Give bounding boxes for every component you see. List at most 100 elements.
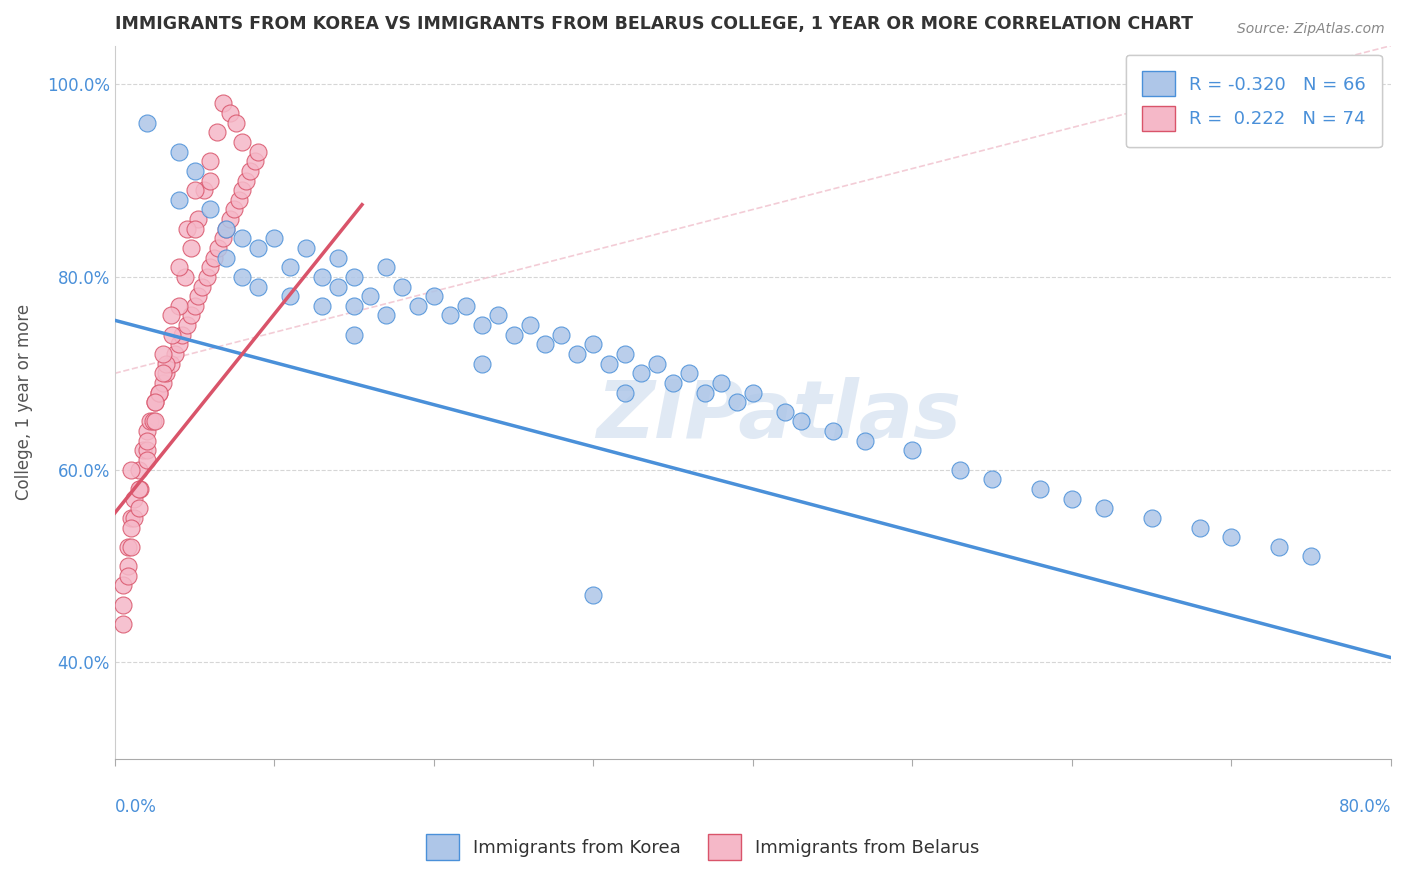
Point xyxy=(167,260,190,275)
Point xyxy=(152,376,174,390)
Point xyxy=(550,327,572,342)
Point xyxy=(167,299,190,313)
Point xyxy=(247,145,270,159)
Point xyxy=(439,309,461,323)
Point xyxy=(1268,540,1291,554)
Point xyxy=(326,279,349,293)
Point xyxy=(183,221,205,235)
Point xyxy=(1140,511,1163,525)
Point xyxy=(821,424,844,438)
Point xyxy=(218,212,240,227)
Point xyxy=(1220,530,1243,544)
Point xyxy=(247,241,270,255)
Point xyxy=(200,173,222,187)
Point xyxy=(693,385,716,400)
Point xyxy=(391,279,413,293)
Point xyxy=(311,269,333,284)
Point xyxy=(202,251,225,265)
Point xyxy=(247,279,270,293)
Point xyxy=(128,501,150,516)
Point xyxy=(243,154,266,169)
Point xyxy=(235,173,257,187)
Point xyxy=(159,357,181,371)
Point xyxy=(215,221,238,235)
Point xyxy=(143,395,166,409)
Point xyxy=(741,385,763,400)
Point xyxy=(111,598,134,612)
Point xyxy=(534,337,557,351)
Point xyxy=(212,96,235,111)
Point xyxy=(326,251,349,265)
Point xyxy=(231,231,253,245)
Point xyxy=(191,279,214,293)
Point xyxy=(180,309,202,323)
Point xyxy=(176,318,198,332)
Point xyxy=(662,376,685,390)
Point xyxy=(343,299,366,313)
Point xyxy=(111,578,134,592)
Point xyxy=(225,116,247,130)
Point xyxy=(1301,549,1323,564)
Point xyxy=(406,299,429,313)
Legend: Immigrants from Korea, Immigrants from Belarus: Immigrants from Korea, Immigrants from B… xyxy=(412,820,994,874)
Point xyxy=(486,309,509,323)
Point xyxy=(231,269,253,284)
Point xyxy=(111,616,134,631)
Point xyxy=(122,491,145,506)
Point xyxy=(135,424,157,438)
Point xyxy=(853,434,876,448)
Point xyxy=(135,453,157,467)
Text: 80.0%: 80.0% xyxy=(1339,798,1391,816)
Point xyxy=(359,289,381,303)
Point xyxy=(231,183,253,197)
Point xyxy=(170,327,193,342)
Point xyxy=(183,164,205,178)
Point xyxy=(212,231,235,245)
Point xyxy=(773,405,796,419)
Point xyxy=(239,164,262,178)
Point xyxy=(195,269,218,284)
Point xyxy=(311,299,333,313)
Y-axis label: College, 1 year or more: College, 1 year or more xyxy=(15,304,32,500)
Point xyxy=(630,367,652,381)
Point xyxy=(645,357,668,371)
Point xyxy=(949,463,972,477)
Text: Source: ZipAtlas.com: Source: ZipAtlas.com xyxy=(1237,22,1385,37)
Point xyxy=(471,318,494,332)
Point xyxy=(187,212,209,227)
Text: ZIPatlas: ZIPatlas xyxy=(596,377,960,456)
Point xyxy=(471,357,494,371)
Point xyxy=(200,202,222,217)
Point xyxy=(122,511,145,525)
Point xyxy=(205,125,228,139)
Point xyxy=(128,463,150,477)
Point xyxy=(135,116,157,130)
Point xyxy=(614,385,637,400)
Point xyxy=(567,347,589,361)
Point xyxy=(193,183,215,197)
Point xyxy=(120,520,142,534)
Point xyxy=(454,299,477,313)
Point xyxy=(143,415,166,429)
Point xyxy=(1188,520,1211,534)
Point xyxy=(159,309,181,323)
Point xyxy=(725,395,748,409)
Point xyxy=(375,260,398,275)
Point xyxy=(790,415,813,429)
Point xyxy=(183,299,205,313)
Point xyxy=(183,183,205,197)
Point xyxy=(167,145,190,159)
Point xyxy=(423,289,446,303)
Point xyxy=(120,540,142,554)
Point xyxy=(224,202,246,217)
Point xyxy=(132,443,155,458)
Point xyxy=(148,385,170,400)
Point xyxy=(614,347,637,361)
Point xyxy=(981,472,1004,486)
Point xyxy=(343,269,366,284)
Point xyxy=(1092,501,1115,516)
Point xyxy=(148,385,170,400)
Point xyxy=(128,482,150,496)
Point xyxy=(120,463,142,477)
Point xyxy=(152,367,174,381)
